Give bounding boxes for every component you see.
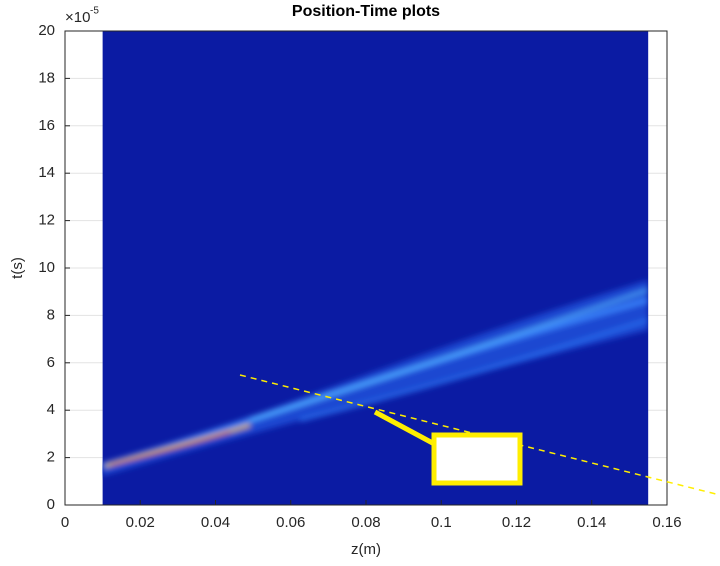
x-tick-label: 0.04 — [201, 514, 230, 531]
chart-title: Position-Time plots — [292, 3, 440, 20]
annotation — [239, 374, 720, 496]
y-tick-label: 2 — [47, 449, 55, 466]
heatmap-streaks — [102, 280, 648, 476]
y-tick-label: 12 — [38, 212, 55, 229]
x-tick-label: 0.08 — [351, 514, 380, 531]
x-tick-label: 0.06 — [276, 514, 305, 531]
x-tick-label: 0.14 — [577, 514, 606, 531]
x-tick-label: 0.16 — [652, 514, 681, 531]
y-tick-label: 20 — [38, 22, 55, 39]
y-tick-label: 16 — [38, 117, 55, 134]
y-axis-label: t(s) — [9, 257, 26, 279]
y-tick-label: 18 — [38, 69, 55, 86]
y-tick-label: 0 — [47, 496, 55, 513]
x-tick-label: 0.12 — [502, 514, 531, 531]
x-axis-label: z(m) — [351, 541, 381, 558]
x-tick-label: 0.1 — [431, 514, 452, 531]
axes: 0 0.02 0.04 0.06 0.08 0.1 0.12 0.14 0.16 0 2 4 6 8 10 1… — [38, 22, 681, 531]
y-tick-label: 8 — [47, 306, 55, 323]
image-extent — [102, 31, 649, 505]
y-exponent: -5 — [90, 6, 99, 17]
x-tick-label: 0.02 — [126, 514, 155, 531]
y-tick-label: 4 — [47, 401, 55, 418]
y-tick-label: 10 — [38, 259, 55, 276]
heatmap — [102, 31, 649, 505]
y-multiplier: ×10 — [65, 9, 90, 26]
x-tick-label: 0 — [61, 514, 69, 531]
y-tick-label: 6 — [47, 354, 55, 371]
y-tick-label: 14 — [38, 164, 55, 181]
